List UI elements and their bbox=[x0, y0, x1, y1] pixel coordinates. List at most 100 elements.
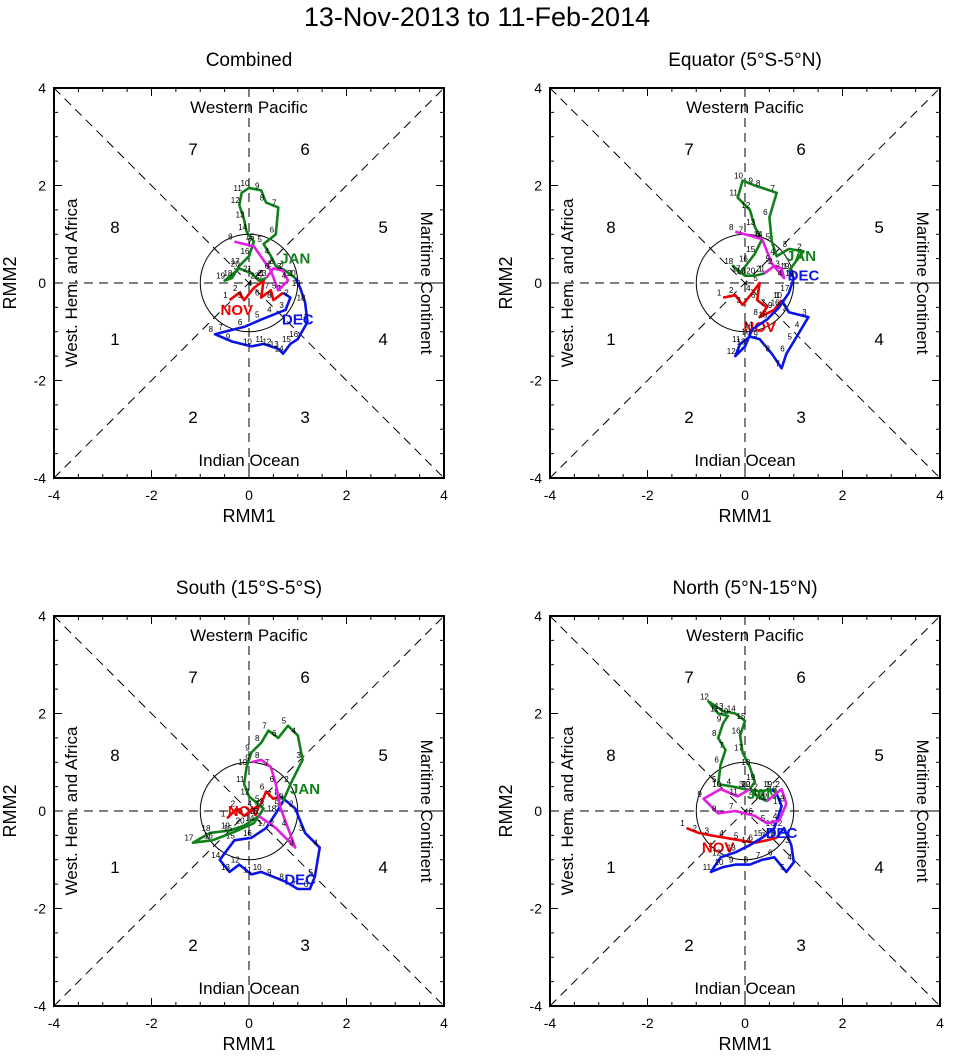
day-label: 21 bbox=[749, 787, 758, 796]
x-tick-label: -2 bbox=[641, 1015, 654, 1031]
region-label-right: Maritime Continent bbox=[913, 740, 932, 883]
day-label: 1 bbox=[775, 291, 780, 300]
day-label: 5 bbox=[734, 831, 739, 840]
day-label: 6 bbox=[749, 834, 754, 843]
day-label: 10 bbox=[715, 858, 724, 867]
day-label: 8 bbox=[766, 345, 771, 354]
day-label: 5 bbox=[766, 233, 771, 242]
day-label: 4 bbox=[267, 306, 272, 315]
phase-number: 6 bbox=[796, 668, 805, 687]
day-label: 5 bbox=[780, 863, 785, 872]
phase-number: 7 bbox=[684, 140, 693, 159]
month-label: JAN bbox=[280, 251, 310, 268]
day-label: 3 bbox=[705, 826, 710, 835]
day-label: 7 bbox=[770, 184, 775, 193]
day-label: 18 bbox=[724, 257, 733, 266]
region-label-top: Western Pacific bbox=[190, 626, 308, 645]
trajectory-line bbox=[218, 795, 321, 891]
day-label: 2 bbox=[778, 819, 783, 828]
day-label: 3 bbox=[277, 262, 282, 271]
x-tick-label: -4 bbox=[48, 1015, 61, 1031]
day-label: 2 bbox=[270, 819, 275, 828]
day-label: 8 bbox=[209, 325, 214, 334]
trajectory-line bbox=[709, 788, 796, 874]
day-label: 4 bbox=[282, 272, 287, 281]
day-label: 17 bbox=[732, 264, 741, 273]
day-label: 6 bbox=[238, 318, 243, 327]
day-label: 7 bbox=[729, 802, 734, 811]
phase-number: 8 bbox=[110, 218, 119, 237]
day-label: 16 bbox=[739, 255, 748, 264]
day-label: 3 bbox=[238, 291, 243, 300]
day-label: 9 bbox=[255, 181, 260, 190]
panel-title: North (5°N-15°N) bbox=[672, 578, 817, 599]
day-label: 5 bbox=[761, 814, 766, 823]
panel-equator: Equator (5°S-5°N)-4 -2 0 2 4-4-2024RMM1RMM2W… bbox=[496, 50, 944, 526]
x-axis-label: RMM1 bbox=[223, 506, 276, 526]
trajectory-line bbox=[731, 179, 805, 277]
day-label: 10 bbox=[243, 337, 252, 346]
day-label: 4 bbox=[778, 269, 783, 278]
day-label: 19 bbox=[292, 279, 301, 288]
trajectory-line bbox=[734, 270, 810, 370]
day-label: 18 bbox=[297, 294, 306, 303]
day-label: 8 bbox=[260, 194, 265, 203]
phase-number: 4 bbox=[874, 330, 883, 349]
x-axis-label: RMM1 bbox=[719, 506, 772, 526]
x-tick-label: -4 bbox=[544, 487, 557, 503]
day-label: 2 bbox=[289, 800, 294, 809]
trajectory-line bbox=[223, 186, 297, 282]
day-label: 13 bbox=[221, 863, 230, 872]
x-tick-label: 0 bbox=[245, 487, 253, 503]
y-tick-label: 0 bbox=[38, 275, 46, 291]
day-label: 10 bbox=[773, 291, 782, 300]
day-label: 3 bbox=[739, 780, 744, 789]
day-label: 16 bbox=[204, 831, 213, 840]
day-label: 3 bbox=[296, 751, 301, 760]
region-label-right: Maritime Continent bbox=[417, 212, 436, 355]
day-label: 7 bbox=[756, 851, 761, 860]
region-label-top: Western Pacific bbox=[190, 98, 308, 117]
day-label: 2 bbox=[768, 257, 773, 266]
day-label: 17 bbox=[734, 744, 743, 753]
day-label: 4 bbox=[292, 726, 297, 735]
day-label: 8 bbox=[255, 734, 260, 743]
day-label: 3 bbox=[279, 301, 284, 310]
day-label: 6 bbox=[270, 225, 275, 234]
figure-title: 13-Nov-2013 to 11-Feb-2014 bbox=[303, 2, 651, 32]
day-label: 6 bbox=[751, 291, 756, 300]
day-label: 11 bbox=[703, 863, 712, 872]
phase-number: 8 bbox=[606, 218, 615, 237]
day-label: 1 bbox=[761, 792, 766, 801]
day-label: 15 bbox=[226, 831, 235, 840]
day-label: 5 bbox=[753, 274, 758, 283]
y-tick-label: -4 bbox=[34, 470, 47, 486]
day-label: 9 bbox=[267, 868, 272, 877]
day-label: 3 bbox=[238, 807, 243, 816]
day-label: 7 bbox=[775, 359, 780, 368]
y-tick-label: -4 bbox=[530, 998, 543, 1014]
day-label: 2 bbox=[775, 780, 780, 789]
day-label: 6 bbox=[714, 756, 719, 765]
day-label: 9 bbox=[245, 753, 250, 762]
day-label: 6 bbox=[749, 807, 754, 816]
day-label: 2 bbox=[279, 262, 284, 271]
day-label: 17 bbox=[258, 819, 267, 828]
day-label: 19 bbox=[737, 267, 746, 276]
day-label: 10 bbox=[719, 707, 728, 716]
day-label: 4 bbox=[727, 778, 732, 787]
day-label: 6 bbox=[780, 345, 785, 354]
day-label: 17 bbox=[231, 257, 240, 266]
y-tick-label: 0 bbox=[534, 275, 542, 291]
x-tick-label: 4 bbox=[440, 1015, 448, 1031]
region-label-bottom: Indian Ocean bbox=[198, 451, 299, 470]
day-label: 7 bbox=[719, 741, 724, 750]
panel-title: Equator (5°S-5°N) bbox=[668, 50, 822, 71]
day-label: 2 bbox=[729, 286, 734, 295]
day-label: 1 bbox=[223, 291, 228, 300]
day-label: 9 bbox=[245, 744, 250, 753]
phase-number: 4 bbox=[378, 858, 387, 877]
